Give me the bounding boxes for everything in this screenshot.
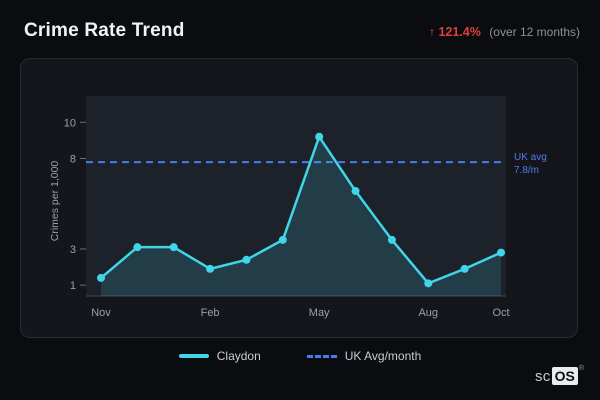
legend-label-claydon: Claydon	[216, 349, 261, 363]
data-point-dec	[133, 243, 142, 252]
claydon-line-swatch	[178, 354, 209, 358]
uk-avg-annotation-line2: 7.8/m	[514, 165, 539, 176]
logo-text-os: OS	[551, 367, 578, 385]
logo-registered-mark: ®	[578, 365, 584, 372]
page-title: Crime Rate Trend	[24, 20, 185, 41]
legend-label-uk-avg: UK Avg/month	[344, 349, 422, 363]
data-point-oct	[497, 248, 505, 257]
delta-stat: ↑ 121.4% (over 12 months)	[429, 23, 580, 41]
data-point-sep	[460, 264, 469, 273]
data-point-aug	[424, 279, 433, 288]
data-point-jan	[169, 243, 178, 252]
x-tick-label: May	[309, 307, 330, 319]
crime-trend-chart[interactable]: Crimes per 1,000 1 3 8 10 Nov Feb May Aug Oct UK a…	[46, 81, 566, 331]
legend-item-uk-avg[interactable]: UK Avg/month	[306, 349, 422, 363]
data-point-jul	[387, 235, 396, 244]
plot-area	[86, 96, 506, 296]
y-tick-label: 8	[70, 153, 76, 165]
data-point-jun	[351, 187, 360, 196]
header: Crime Rate Trend ↑ 121.4% (over 12 month…	[24, 20, 580, 42]
data-point-may	[315, 132, 324, 141]
data-point-mar	[242, 255, 251, 264]
x-tick-label: Oct	[492, 307, 509, 319]
y-tick-label: 3	[70, 244, 76, 256]
y-tick-label: 10	[64, 117, 76, 129]
scos-logo: sc OS ®	[534, 365, 584, 386]
x-tick-label: Feb	[201, 307, 220, 319]
y-tick-label: 1	[70, 280, 76, 292]
uk-avg-annotation-line1: UK avg	[514, 152, 547, 163]
legend-item-claydon[interactable]: Claydon	[178, 349, 261, 363]
chart-card: Crimes per 1,000 1 3 8 10 Nov Feb May Aug Oct UK a…	[20, 58, 578, 338]
delta-caption: (over 12 months)	[489, 25, 580, 39]
claydon-line	[99, 135, 503, 285]
data-point-nov	[97, 273, 105, 282]
claydon-area-fill	[101, 136, 501, 296]
logo-text-sc: sc	[534, 368, 551, 385]
data-point-feb	[206, 264, 215, 273]
x-tick-label: Aug	[418, 307, 438, 319]
data-point-apr	[278, 235, 287, 244]
x-tick-label: Nov	[91, 307, 111, 319]
y-axis-label: Crimes per 1,000	[49, 161, 61, 242]
uk-avg-dashed-swatch	[306, 354, 337, 358]
delta-percentage: ↑ 121.4%	[428, 25, 481, 39]
chart-legend: Claydon UK Avg/month	[0, 349, 600, 363]
